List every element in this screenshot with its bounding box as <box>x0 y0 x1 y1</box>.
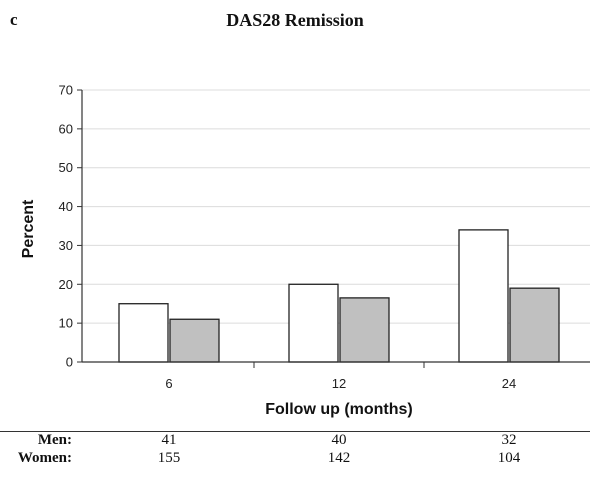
counts-row-0: Men: 41 40 32 <box>0 432 590 450</box>
bar-chart: 0 10 20 30 40 50 60 70 6 12 24 Percent Follow up … <box>20 83 590 418</box>
x-tick-labels: 6 12 24 <box>165 376 516 391</box>
count-value: 32 <box>501 432 517 448</box>
x-tick-label: 12 <box>332 376 346 391</box>
y-tick-label: 70 <box>59 83 73 98</box>
x-tick-label: 6 <box>165 376 172 391</box>
x-tick-label: 24 <box>502 376 516 391</box>
axes <box>77 89 590 368</box>
bar-men-24 <box>458 229 509 363</box>
bar-women-12 <box>339 297 390 363</box>
panel-label: c <box>10 10 18 29</box>
y-tick-label: 60 <box>59 121 73 136</box>
y-tick-label: 20 <box>59 277 73 292</box>
y-axis-label: Percent <box>20 199 37 258</box>
count-value: 104 <box>497 450 521 466</box>
count-value: 41 <box>161 432 177 448</box>
y-tick-label: 10 <box>59 316 73 331</box>
bar-women-6 <box>169 318 220 363</box>
bars <box>118 229 560 363</box>
counts-row-label: Men: <box>37 432 72 448</box>
chart-title: DAS28 Remission <box>226 10 364 30</box>
y-tick-label: 40 <box>59 199 73 214</box>
y-tick-label: 0 <box>66 355 73 370</box>
x-axis-label: Follow up (months) <box>265 401 413 418</box>
y-tick-labels: 0 10 20 30 40 50 60 70 <box>59 83 73 370</box>
bar-men-12 <box>288 283 339 363</box>
count-value: 155 <box>157 450 181 466</box>
counts-row-1: Women: 155 142 104 <box>0 450 590 468</box>
bar-men-6 <box>118 303 169 363</box>
bar-women-24 <box>509 287 560 363</box>
y-tick-label: 30 <box>59 238 73 253</box>
y-tick-label: 50 <box>59 160 73 175</box>
counts-row-label: Women: <box>17 450 72 466</box>
count-value: 142 <box>327 450 351 466</box>
count-value: 40 <box>331 432 347 448</box>
counts-divider <box>0 431 590 432</box>
